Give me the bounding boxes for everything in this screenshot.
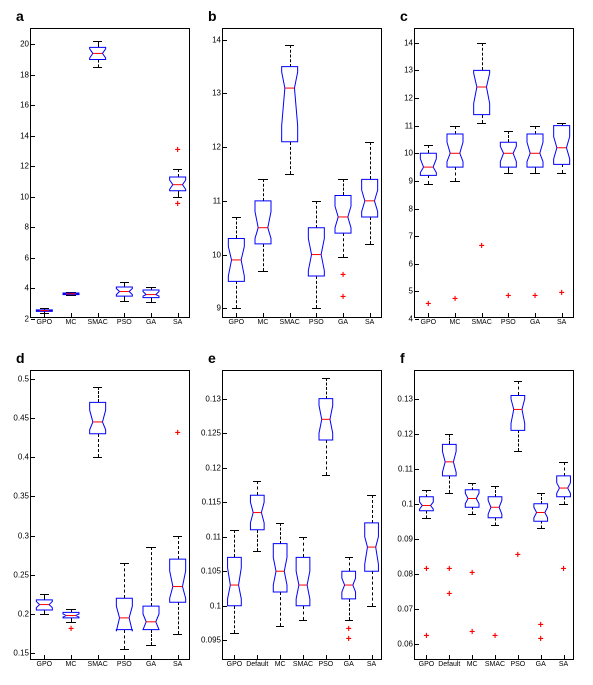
outlier-marker: + [175, 429, 181, 439]
ytick-label: 0.125 [201, 429, 223, 438]
boxplot-box [31, 371, 191, 661]
ytick-label: 0.13 [205, 394, 223, 403]
figure-grid: { "figure": { "width": 593, "height": 68… [0, 0, 593, 685]
ytick-label: 11 [405, 121, 415, 130]
ytick-label: 0.13 [397, 394, 415, 403]
ytick-label: 16 [20, 101, 31, 110]
ytick-label: 0.35 [13, 492, 31, 501]
panel-c: 4567891011121314GPOMCSMACPSOGASA++++++ [414, 28, 574, 318]
ytick-label: 0.45 [13, 414, 31, 423]
panel-f: 0.060.070.080.090.10.110.120.13GPODefaul… [414, 370, 574, 660]
ytick-label: 0.115 [202, 498, 223, 507]
panel-title: b [208, 8, 217, 24]
boxplot-box [415, 29, 575, 319]
ytick-label: 0.11 [398, 464, 415, 473]
ytick-label: 20 [20, 40, 31, 49]
ytick-label: 0.08 [397, 569, 415, 578]
panel-d: 0.150.20.250.30.350.40.450.5GPOMCSMACPSO… [30, 370, 190, 660]
boxplot-box [223, 371, 383, 661]
ytick-label: 10 [404, 149, 415, 158]
panel-b: 91011121314GPOMCSMACPSOGASA++ [222, 28, 382, 318]
ytick-label: 18 [20, 70, 31, 79]
ytick-label: 0.06 [397, 639, 415, 648]
panel-a: 2468101214161820GPOMCSMACPSOGASA++ [30, 28, 190, 318]
ytick-label: 0.07 [397, 604, 415, 613]
ytick-label: 0.1 [402, 499, 415, 508]
ytick-label: 0.1 [210, 601, 223, 610]
ytick-label: 11 [213, 196, 223, 205]
panel-title: d [16, 350, 25, 366]
ytick-label: 0.11 [206, 532, 223, 541]
ytick-label: 0.2 [18, 609, 31, 618]
boxplot-box [223, 29, 383, 319]
ytick-label: 0.105 [201, 567, 223, 576]
panel-title: e [208, 350, 216, 366]
ytick-label: 10 [212, 250, 223, 259]
ytick-label: 10 [20, 192, 31, 201]
outlier-marker: + [175, 200, 181, 210]
ytick-label: 12 [212, 143, 223, 152]
panel-title: a [16, 8, 24, 24]
ytick-label: 0.4 [18, 453, 31, 462]
boxplot-box [31, 29, 191, 319]
ytick-label: 12 [404, 94, 415, 103]
ytick-label: 0.25 [13, 570, 31, 579]
ytick-label: 0.15 [13, 649, 31, 658]
ytick-label: 0.09 [397, 534, 415, 543]
ytick-label: 12 [20, 162, 31, 171]
outlier-marker: + [559, 289, 565, 299]
ytick-label: 0.3 [18, 531, 31, 540]
ytick-label: 0.12 [397, 429, 415, 438]
panel-title: f [400, 350, 405, 366]
ytick-label: 14 [404, 38, 415, 47]
ytick-label: 14 [212, 35, 223, 44]
ytick-label: 0.12 [205, 463, 223, 472]
ytick-label: 0.095 [201, 636, 223, 645]
ytick-label: 13 [404, 66, 415, 75]
boxplot-box [415, 371, 575, 661]
panel-e: 0.0950.10.1050.110.1150.120.1250.13GPODe… [222, 370, 382, 660]
ytick-label: 0.5 [18, 374, 31, 383]
ytick-label: 13 [212, 89, 223, 98]
ytick-label: 14 [20, 131, 31, 140]
outlier-marker: + [561, 565, 567, 575]
outlier-marker: + [175, 146, 181, 156]
panel-title: c [400, 8, 408, 24]
